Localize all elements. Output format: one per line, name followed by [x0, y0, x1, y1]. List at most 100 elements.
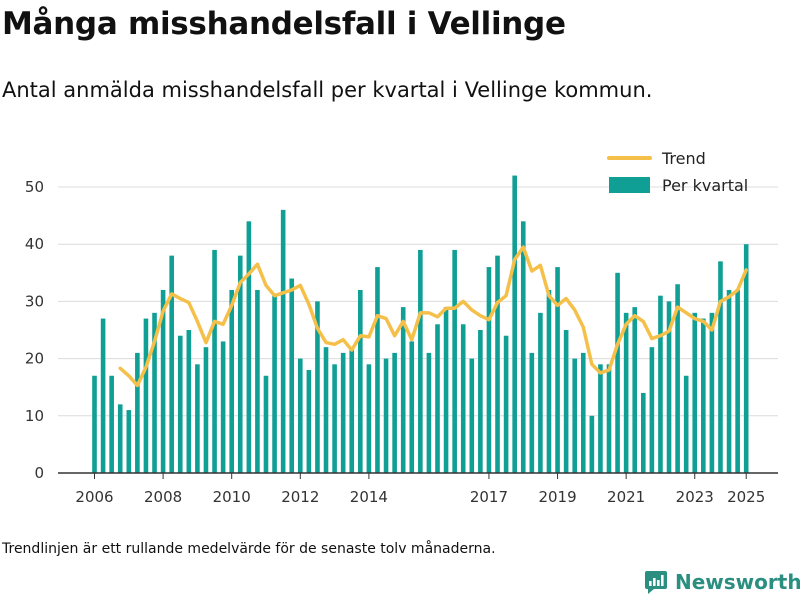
bar-per-kvartal [315, 301, 320, 473]
x-tick-label: 2019 [538, 488, 576, 506]
bar-per-kvartal [743, 244, 749, 473]
bar-per-kvartal [375, 267, 380, 473]
bar-per-kvartal [512, 175, 517, 473]
bar-per-kvartal [529, 352, 535, 473]
bar-per-kvartal [666, 301, 672, 473]
bar-per-kvartal [117, 404, 123, 473]
bar-per-kvartal [735, 289, 740, 473]
bar-per-kvartal [503, 335, 509, 473]
bar-per-kvartal [418, 249, 423, 473]
bar-per-kvartal [246, 221, 252, 473]
bar-series-per-kvartal [92, 175, 749, 473]
bar-per-kvartal [383, 358, 389, 473]
bar-per-kvartal [340, 352, 346, 473]
x-tick-label: 2023 [676, 488, 714, 506]
bar-per-kvartal [478, 330, 483, 473]
brand-name: Newsworthy [675, 570, 800, 594]
bar-per-kvartal [203, 347, 209, 473]
bar-per-kvartal [323, 347, 329, 473]
bar-per-kvartal [237, 255, 243, 473]
bar-per-kvartal [701, 318, 706, 473]
bar-per-kvartal [718, 261, 723, 473]
bar-per-kvartal [683, 375, 689, 473]
y-tick-label: 0 [34, 464, 44, 482]
bar-per-kvartal [538, 312, 543, 473]
legend: Trend Per kvartal [607, 149, 748, 195]
bar-per-kvartal [289, 278, 295, 473]
bar-per-kvartal [452, 249, 457, 473]
line-series-trend [118, 245, 748, 388]
bar-per-kvartal [409, 341, 415, 473]
bar-per-kvartal [563, 330, 569, 473]
bar-per-kvartal [100, 318, 106, 473]
bar-per-kvartal [709, 312, 715, 473]
x-tick-label: 2006 [75, 488, 113, 506]
x-tick-label: 2021 [607, 488, 645, 506]
chart-subtitle: Antal anmälda misshandelsfall per kvarta… [2, 78, 653, 102]
bar-per-kvartal [726, 289, 732, 473]
bar-per-kvartal [572, 358, 577, 473]
bar-per-kvartal [598, 364, 603, 473]
bar-per-kvartal [615, 272, 620, 473]
bar-per-kvartal [692, 312, 698, 473]
bar-per-kvartal [546, 289, 552, 473]
brand-logo[interactable]: Newsworthy [644, 569, 800, 595]
bar-per-kvartal [212, 249, 217, 473]
bar-per-kvartal [135, 352, 140, 473]
bar-per-kvartal [392, 352, 397, 473]
bar-per-kvartal [623, 312, 629, 473]
bar-per-kvartal [632, 307, 638, 473]
x-tick-label: 2008 [144, 488, 182, 506]
x-tick-label: 2014 [350, 488, 388, 506]
newsworthy-logo-icon [645, 571, 667, 594]
bar-per-kvartal [272, 295, 277, 473]
bar-per-kvartal [400, 307, 406, 473]
bar-per-kvartal [460, 324, 466, 473]
bar-per-kvartal [332, 364, 337, 473]
legend-trend-label: Trend [661, 149, 706, 168]
x-tick-label: 2012 [281, 488, 319, 506]
bar-per-kvartal [366, 364, 372, 473]
bar-per-kvartal [169, 255, 174, 473]
chart-svg: 0 10 20 30 40 50 2006 2008 2010 2012 2014 2017 2019 2… [25, 149, 778, 506]
y-tick-label: 50 [25, 178, 44, 196]
bar-per-kvartal [177, 335, 183, 473]
bar-per-kvartal [349, 347, 355, 473]
bar-per-kvartal [606, 364, 612, 473]
bar-per-kvartal [143, 318, 149, 473]
bar-per-kvartal [495, 255, 500, 473]
bar-per-kvartal [229, 289, 234, 473]
bar-per-kvartal [186, 330, 192, 473]
bar-per-kvartal [126, 410, 132, 473]
bar-per-kvartal [520, 221, 526, 473]
x-tick-label: 2017 [470, 488, 508, 506]
bar-per-kvartal [443, 307, 449, 473]
bar-per-kvartal [580, 352, 586, 473]
bar-per-kvartal [160, 289, 166, 473]
bar-per-kvartal [255, 289, 260, 473]
bar-per-kvartal [435, 324, 440, 473]
bar-per-kvartal [469, 358, 475, 473]
y-tick-label: 30 [25, 292, 44, 310]
y-tick-label: 20 [25, 350, 44, 368]
bar-per-kvartal [486, 267, 492, 473]
bar-per-kvartal [280, 209, 286, 473]
bar-per-kvartal [220, 341, 226, 473]
x-tick-label: 2010 [213, 488, 251, 506]
bar-per-kvartal [555, 267, 560, 473]
y-tick-label: 40 [25, 235, 44, 253]
bar-per-kvartal [109, 375, 114, 473]
bar-per-kvartal [658, 295, 663, 473]
legend-per-kvartal-label: Per kvartal [662, 176, 748, 195]
chart-footnote: Trendlinjen är ett rullande medelvärde f… [2, 541, 496, 557]
bar-per-kvartal [358, 289, 363, 473]
trend-line [118, 245, 748, 388]
x-tick-label: 2025 [727, 488, 765, 506]
legend-per-kvartal-swatch [609, 177, 650, 193]
bar-per-kvartal [675, 284, 680, 473]
bar-per-kvartal [426, 352, 432, 473]
bar-per-kvartal [649, 347, 655, 473]
y-tick-label: 10 [25, 407, 44, 425]
bar-per-kvartal [298, 358, 303, 473]
bar-per-kvartal [92, 375, 97, 473]
